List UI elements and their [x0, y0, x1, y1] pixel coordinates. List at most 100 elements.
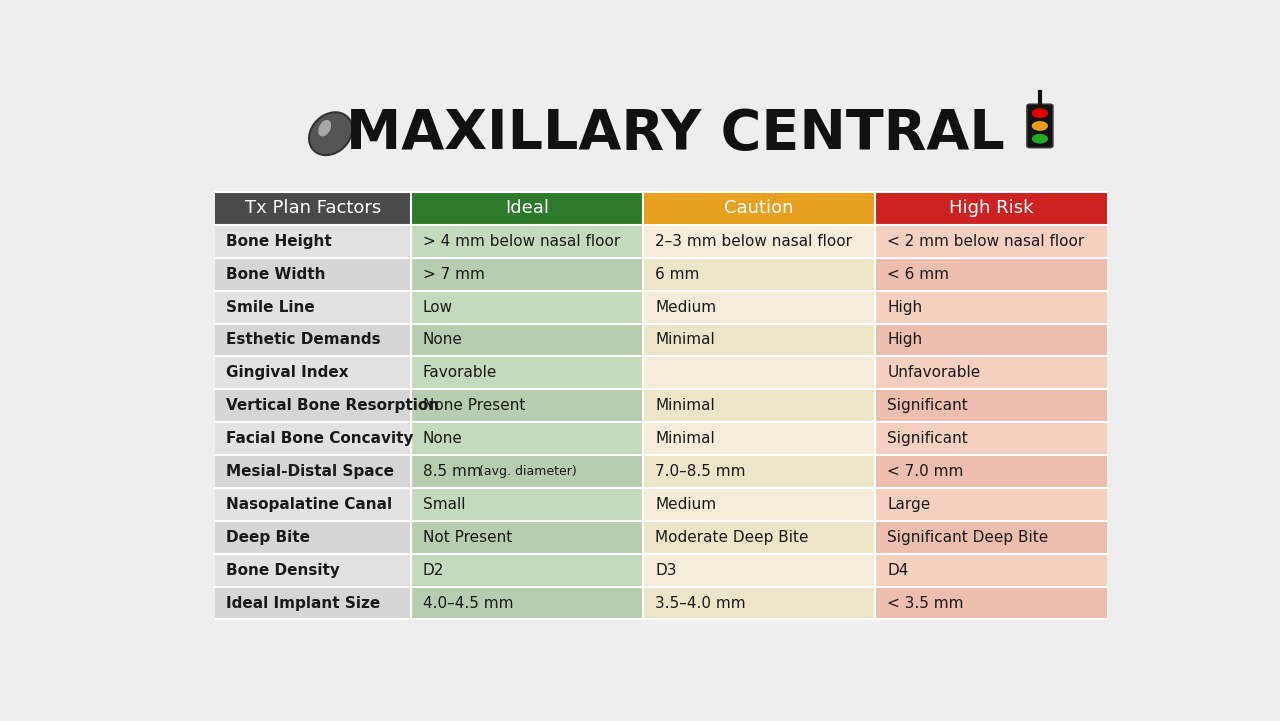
Text: D3: D3 — [655, 562, 677, 578]
Circle shape — [1033, 109, 1047, 118]
Text: Ideal: Ideal — [506, 200, 549, 218]
FancyBboxPatch shape — [876, 356, 1107, 389]
FancyBboxPatch shape — [876, 291, 1107, 324]
Text: Small: Small — [422, 497, 466, 512]
Text: Caution: Caution — [724, 200, 794, 218]
Text: Tx Plan Factors: Tx Plan Factors — [244, 200, 381, 218]
Ellipse shape — [319, 120, 332, 136]
FancyBboxPatch shape — [876, 488, 1107, 521]
FancyBboxPatch shape — [411, 225, 643, 258]
Text: MAXILLARY CENTRAL: MAXILLARY CENTRAL — [347, 107, 1005, 161]
Text: Minimal: Minimal — [655, 332, 714, 348]
Text: < 3.5 mm: < 3.5 mm — [887, 596, 964, 611]
FancyBboxPatch shape — [876, 455, 1107, 488]
Text: 6 mm: 6 mm — [655, 267, 699, 282]
Text: Vertical Bone Resorption: Vertical Bone Resorption — [227, 398, 439, 413]
Text: < 7.0 mm: < 7.0 mm — [887, 464, 964, 479]
Text: 3.5–4.0 mm: 3.5–4.0 mm — [655, 596, 746, 611]
FancyBboxPatch shape — [215, 356, 411, 389]
Text: Minimal: Minimal — [655, 431, 714, 446]
Circle shape — [1033, 135, 1047, 143]
Text: High: High — [887, 332, 923, 348]
Text: Moderate Deep Bite: Moderate Deep Bite — [655, 530, 809, 545]
FancyBboxPatch shape — [215, 587, 411, 619]
Text: Not Present: Not Present — [422, 530, 512, 545]
FancyBboxPatch shape — [643, 389, 876, 423]
Text: Facial Bone Concavity: Facial Bone Concavity — [227, 431, 413, 446]
Text: None Present: None Present — [422, 398, 525, 413]
Text: Unfavorable: Unfavorable — [887, 366, 980, 381]
FancyBboxPatch shape — [411, 258, 643, 291]
Text: Minimal: Minimal — [655, 398, 714, 413]
Text: Large: Large — [887, 497, 931, 512]
FancyBboxPatch shape — [643, 423, 876, 455]
FancyBboxPatch shape — [643, 225, 876, 258]
FancyBboxPatch shape — [643, 258, 876, 291]
Text: Bone Height: Bone Height — [227, 234, 333, 249]
FancyBboxPatch shape — [1027, 105, 1053, 148]
FancyBboxPatch shape — [215, 192, 411, 225]
Text: Favorable: Favorable — [422, 366, 497, 381]
FancyBboxPatch shape — [411, 389, 643, 423]
Text: Medium: Medium — [655, 497, 716, 512]
FancyBboxPatch shape — [215, 423, 411, 455]
Text: Nasopalatine Canal: Nasopalatine Canal — [227, 497, 393, 512]
Text: (avg. diameter): (avg. diameter) — [480, 465, 577, 478]
FancyBboxPatch shape — [876, 258, 1107, 291]
FancyBboxPatch shape — [643, 324, 876, 356]
FancyBboxPatch shape — [215, 258, 411, 291]
FancyBboxPatch shape — [411, 291, 643, 324]
FancyBboxPatch shape — [876, 192, 1107, 225]
FancyBboxPatch shape — [411, 356, 643, 389]
FancyBboxPatch shape — [215, 554, 411, 587]
FancyBboxPatch shape — [876, 225, 1107, 258]
FancyBboxPatch shape — [411, 423, 643, 455]
FancyBboxPatch shape — [643, 521, 876, 554]
Text: Significant Deep Bite: Significant Deep Bite — [887, 530, 1048, 545]
FancyBboxPatch shape — [876, 587, 1107, 619]
FancyBboxPatch shape — [876, 521, 1107, 554]
Text: High Risk: High Risk — [948, 200, 1033, 218]
Text: None: None — [422, 431, 463, 446]
Text: Significant: Significant — [887, 431, 968, 446]
Text: 8.5 mm: 8.5 mm — [422, 464, 486, 479]
Text: Significant: Significant — [887, 398, 968, 413]
FancyBboxPatch shape — [215, 389, 411, 423]
FancyBboxPatch shape — [215, 324, 411, 356]
FancyBboxPatch shape — [643, 455, 876, 488]
Text: 2–3 mm below nasal floor: 2–3 mm below nasal floor — [655, 234, 852, 249]
FancyBboxPatch shape — [876, 389, 1107, 423]
Ellipse shape — [308, 112, 352, 155]
FancyBboxPatch shape — [643, 488, 876, 521]
FancyBboxPatch shape — [876, 324, 1107, 356]
FancyBboxPatch shape — [643, 554, 876, 587]
Text: > 7 mm: > 7 mm — [422, 267, 485, 282]
FancyBboxPatch shape — [411, 587, 643, 619]
Text: 7.0–8.5 mm: 7.0–8.5 mm — [655, 464, 745, 479]
Text: High: High — [887, 300, 923, 314]
FancyBboxPatch shape — [876, 423, 1107, 455]
Text: 4.0–4.5 mm: 4.0–4.5 mm — [422, 596, 513, 611]
Text: D2: D2 — [422, 562, 444, 578]
Text: > 4 mm below nasal floor: > 4 mm below nasal floor — [422, 234, 620, 249]
Text: Gingival Index: Gingival Index — [227, 366, 349, 381]
Text: Esthetic Demands: Esthetic Demands — [227, 332, 381, 348]
FancyBboxPatch shape — [215, 225, 411, 258]
Text: < 2 mm below nasal floor: < 2 mm below nasal floor — [887, 234, 1084, 249]
FancyBboxPatch shape — [876, 554, 1107, 587]
FancyBboxPatch shape — [411, 192, 643, 225]
Text: Bone Density: Bone Density — [227, 562, 340, 578]
FancyBboxPatch shape — [215, 291, 411, 324]
FancyBboxPatch shape — [411, 455, 643, 488]
Circle shape — [1033, 122, 1047, 130]
FancyBboxPatch shape — [411, 324, 643, 356]
FancyBboxPatch shape — [215, 488, 411, 521]
FancyBboxPatch shape — [411, 554, 643, 587]
Text: Medium: Medium — [655, 300, 716, 314]
FancyBboxPatch shape — [643, 291, 876, 324]
Text: Smile Line: Smile Line — [227, 300, 315, 314]
FancyBboxPatch shape — [643, 587, 876, 619]
Text: Deep Bite: Deep Bite — [227, 530, 311, 545]
FancyBboxPatch shape — [215, 521, 411, 554]
Text: D4: D4 — [887, 562, 909, 578]
